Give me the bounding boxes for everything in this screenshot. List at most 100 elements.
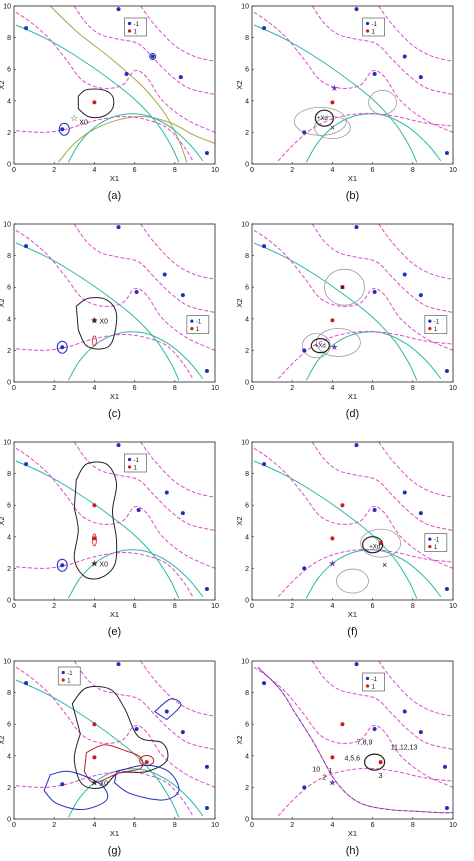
y-axis-label: X2	[0, 516, 6, 525]
blue-contour-top	[153, 698, 182, 721]
y-tick-label: 6	[245, 67, 249, 74]
legend-marker-neg	[365, 676, 370, 681]
x-tick-label: 10	[211, 603, 219, 610]
axes-frame	[13, 5, 216, 165]
pink-boundary-a	[253, 666, 453, 788]
y-tick-label: 6	[7, 503, 11, 510]
x-tick-label: 10	[449, 822, 457, 829]
x-tick-label: 0	[250, 603, 254, 610]
legend: -11	[186, 315, 210, 334]
x0-star: ★	[90, 778, 98, 788]
teal-boundary-lower	[67, 113, 204, 163]
black-circle	[364, 753, 386, 771]
panel-caption: (d)	[346, 408, 359, 420]
y-tick-label: 6	[7, 67, 11, 74]
x-tick-label: 4	[330, 167, 334, 174]
point-pos-1	[92, 503, 97, 508]
red-contour	[83, 744, 144, 784]
pink-boundary-c	[140, 6, 215, 62]
path-curve-a	[257, 666, 453, 814]
point-neg-2	[402, 54, 407, 59]
x-tick-label: 8	[173, 167, 177, 174]
legend-marker-pos	[365, 29, 370, 33]
black-circle	[362, 536, 384, 554]
y-tick-label: 4	[7, 753, 11, 760]
point-neg-0	[262, 681, 267, 686]
panel-caption: (h)	[346, 845, 359, 857]
star-marker: ★	[330, 83, 338, 93]
x-tick-label: 4	[330, 385, 334, 392]
y-tick-label: 6	[245, 722, 249, 729]
x-tick-label: 0	[12, 603, 16, 610]
x0-label: X0	[99, 318, 108, 325]
point-neg-1	[116, 7, 121, 12]
point-neg-5	[204, 150, 209, 155]
plot-area: ★ × +Xd	[253, 224, 453, 381]
legend-marker-pos	[428, 545, 432, 549]
point-neg-7	[442, 764, 447, 769]
y-tick-label: 2	[7, 130, 11, 137]
y-tick-label: 8	[245, 690, 249, 697]
x-tick-label: 10	[449, 385, 457, 392]
seq-label-two: 2	[322, 775, 326, 782]
x-tick-label: 6	[133, 385, 137, 392]
teal-boundary-upper	[15, 242, 180, 381]
legend-label-neg: -1	[372, 677, 378, 683]
point-pos-0	[330, 100, 335, 105]
legend-marker-pos	[127, 465, 132, 469]
y-axis-label: X2	[235, 516, 244, 525]
pink-boundary-c	[140, 442, 215, 498]
plot-area: ☆ X0	[15, 6, 215, 163]
seq-label-one: 1	[328, 768, 332, 775]
y-tick-label: 4	[7, 534, 11, 541]
x-tick-label: 6	[133, 822, 137, 829]
point-neg-0	[24, 462, 29, 467]
y-tick-label: 8	[7, 35, 11, 42]
point-neg-5	[444, 368, 449, 373]
legend: -11	[424, 533, 448, 552]
point-neg-1	[354, 225, 359, 230]
legend: -11	[124, 453, 147, 473]
x-axis-label: X1	[348, 829, 357, 838]
pink-boundary-e	[277, 548, 453, 598]
star-marker: ★	[328, 559, 336, 569]
gray-circle-1	[324, 268, 365, 306]
legend: -11	[124, 17, 147, 37]
legend-marker-pos	[428, 327, 432, 331]
y-tick-label: 8	[7, 253, 11, 260]
x-tick-label: 6	[371, 603, 375, 610]
point-pos-2	[378, 760, 383, 765]
pink-boundary-d	[15, 334, 194, 380]
y-tick-label: 4	[245, 753, 249, 760]
point-neg-5	[204, 805, 209, 810]
black-circle	[314, 109, 334, 127]
pink-boundary-a	[253, 229, 453, 351]
star-marker: ★	[330, 342, 338, 352]
y-tick-label: 4	[245, 98, 249, 105]
x-tick-label: 6	[371, 822, 375, 829]
pink-boundary-e	[277, 330, 453, 380]
axes-frame	[13, 223, 216, 383]
point-neg-0	[24, 681, 29, 686]
legend-marker-neg	[428, 319, 432, 323]
pink-boundary-a	[253, 11, 453, 133]
point-neg-5	[444, 150, 449, 155]
point-neg-4	[180, 293, 185, 298]
axes-frame	[251, 660, 454, 820]
pink-boundary-b	[73, 6, 215, 95]
teal-boundary-upper	[15, 679, 180, 818]
point-neg-1	[116, 225, 121, 230]
plot-area: ★ X0	[15, 661, 215, 818]
x0-label: X0	[99, 781, 108, 788]
y-tick-label: 2	[7, 785, 11, 792]
point-neg-5	[444, 586, 449, 591]
xd-label: +Xd	[317, 116, 328, 122]
point-neg-1	[116, 443, 121, 448]
y-tick-label: 8	[7, 471, 11, 478]
red-contour	[92, 533, 97, 547]
y-tick-label: 4	[7, 316, 11, 323]
seq-label-bottom: 3	[379, 773, 383, 780]
x-tick-label: 2	[290, 603, 294, 610]
star-marker: ★	[328, 778, 336, 788]
seq-label-left: 4,5,6	[344, 756, 360, 763]
